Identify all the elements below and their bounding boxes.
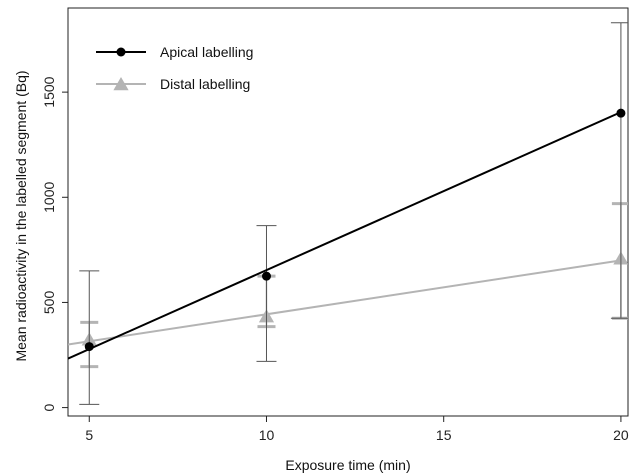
- x-tick-label: 20: [613, 427, 629, 443]
- plot-frame: [67, 7, 629, 417]
- y-tick-label: 1500: [41, 76, 57, 107]
- fit-line: [68, 111, 622, 360]
- y-axis: 0 500 1000 1500: [41, 76, 68, 411]
- legend-marker-circle: [116, 47, 126, 57]
- legend: Apical labelling Distal labelling: [96, 44, 253, 92]
- x-tick-label: 5: [85, 427, 93, 443]
- y-tick-label: 1000: [41, 181, 57, 212]
- legend-label: Distal labelling: [160, 76, 250, 92]
- legend-label: Apical labelling: [160, 44, 253, 60]
- legend-marker-triangle: [113, 77, 129, 91]
- plot-area: [68, 22, 628, 405]
- x-axis: 5 10 15 20: [85, 416, 629, 443]
- x-tick-label: 15: [436, 427, 452, 443]
- data-point-circle: [84, 342, 94, 352]
- y-axis-title: Mean radioactivity in the labelled segme…: [13, 70, 29, 361]
- fit-line: [68, 259, 622, 346]
- y-tick-label: 500: [41, 291, 57, 315]
- y-tick-label: 0: [41, 403, 57, 411]
- data-point-circle: [616, 108, 626, 118]
- data-point-circle: [261, 271, 271, 281]
- x-axis-title: Exposure time (min): [285, 457, 410, 473]
- x-tick-label: 10: [259, 427, 275, 443]
